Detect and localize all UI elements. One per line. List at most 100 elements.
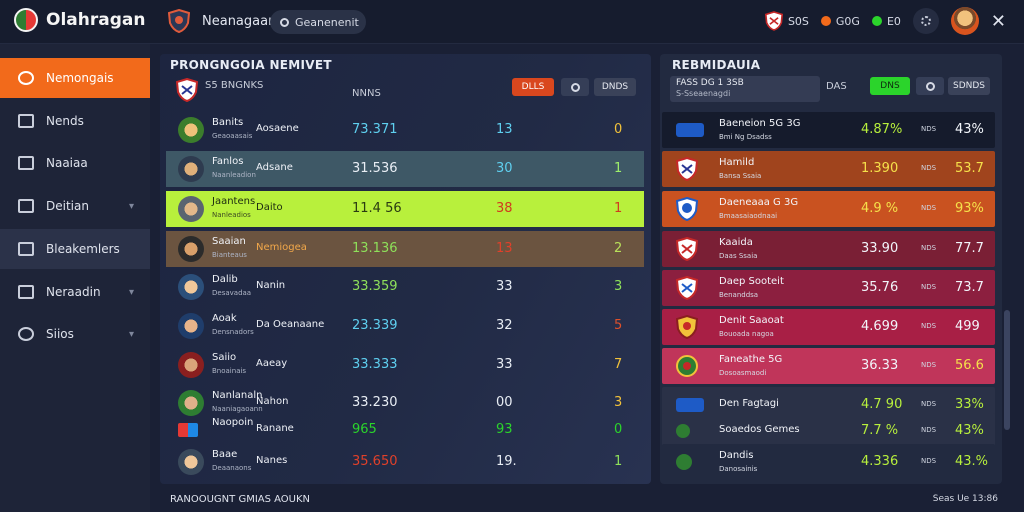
player-sub: Naaniagaoann	[212, 405, 263, 413]
filter-line-1: FASS DG 1 3SB	[676, 78, 744, 88]
table-row[interactable]: Saaian Bianteaus Nemiogea 13.136 13 2	[166, 231, 644, 267]
player-games: 93	[496, 422, 513, 437]
result-sub: Dosoasmaodi	[719, 369, 767, 377]
column-label: DAS	[826, 81, 847, 92]
scrollbar[interactable]	[1004, 310, 1010, 430]
chart-icon	[18, 285, 34, 299]
player-name: Saiio	[212, 352, 237, 363]
table-row[interactable]: Soaedos Gemes 7.7 % NDS 43%	[662, 413, 995, 449]
search-button[interactable]	[916, 77, 944, 95]
gear-icon	[920, 16, 931, 26]
avatar[interactable]	[950, 7, 979, 35]
filter-green-button[interactable]: DNS	[870, 77, 910, 95]
table-row[interactable]: Aoak Densnadors Da Oeanaane 23.339 32 5	[166, 308, 644, 344]
player-score: 965	[352, 422, 377, 437]
player-team: Nahon	[256, 396, 289, 407]
sidebar-item-deitian[interactable]: Deitian ▾	[0, 186, 150, 226]
result-percent: 33%	[955, 397, 984, 412]
sidebar-item-nends[interactable]: Nends	[0, 101, 150, 141]
result-name: Faneathe 5G	[719, 354, 783, 365]
table-row[interactable]: Kaaida Daas Ssaia 33.90 NDS 77.7	[662, 231, 995, 267]
result-sub: Daas Ssaia	[719, 252, 758, 260]
result-percent: 53.7	[955, 161, 984, 176]
stat-orange[interactable]: G0G	[820, 14, 860, 28]
team-badge-icon	[676, 454, 692, 470]
table-row[interactable]: Saiio Bnoainais Aaeay 33.333 33 7	[166, 347, 644, 383]
player-score: 33.230	[352, 395, 398, 410]
table-row[interactable]: Baae Deaanaons Nanes 35.650 19. 1	[166, 444, 644, 480]
sidebar: Nemongais Nends Naaiaa Deitian ▾ Bleakem…	[0, 44, 150, 512]
result-percent: 43%	[955, 122, 984, 137]
sidebar-item-label: Nemongais	[46, 71, 114, 85]
close-icon[interactable]: ✕	[990, 10, 1006, 32]
result-name: Hamild	[719, 157, 755, 168]
search-input[interactable]: Geanenenit	[270, 10, 366, 34]
player-score: 73.371	[352, 122, 398, 137]
player-name: Fanlos	[212, 156, 244, 167]
result-value: 35.76	[861, 280, 899, 295]
table-row[interactable]: Fanlos Naanleadion Adsane 31.536 30 1	[166, 151, 644, 187]
filter-box[interactable]: FASS DG 1 3SB S-Sseaenagdi	[670, 76, 820, 102]
footer-label: RANOOUGNT GMIAS AOUKN	[170, 494, 311, 505]
team-flag-icon	[676, 123, 704, 137]
chevron-down-icon: ▾	[128, 328, 134, 340]
brand[interactable]: Olahragan	[14, 8, 145, 32]
top-bar: Olahragan Neanagaan Geanenenit S0S G0G E…	[0, 0, 1024, 44]
coin-icon	[820, 16, 831, 26]
result-mid: NDS	[921, 457, 937, 465]
top-right-tools: S0S G0G E0 ✕	[764, 7, 1006, 35]
player-rank: 7	[614, 357, 623, 372]
player-name: Banits	[212, 117, 244, 128]
filter-red-button[interactable]: DLLS	[512, 78, 554, 96]
table-row[interactable]: Banits Geaoaasais Aosaene 73.371 13 0	[166, 112, 644, 148]
player-avatar	[178, 390, 204, 416]
player-name: Nanlanaln	[212, 390, 263, 401]
table-row[interactable]: Dandis Danosainis 4.336 NDS 43.%	[662, 444, 995, 480]
player-score: 35.650	[352, 454, 398, 469]
team-crest-icon	[676, 355, 698, 377]
table-row[interactable]: Naopoin Ranane 965 93 0	[166, 412, 644, 448]
stat-orange-value: G0G	[835, 14, 860, 28]
sidebar-item-neraadin[interactable]: Neraadin ▾	[0, 272, 150, 312]
sidebar-item-nemongais[interactable]: Nemongais	[0, 58, 150, 98]
sidebar-item-naaiaa[interactable]: Naaiaa	[0, 143, 150, 183]
player-sub: Desavadaa	[212, 289, 252, 297]
settings-button[interactable]	[912, 8, 939, 34]
leaderboard-title: PRONGNGOIA NEMIVET	[170, 58, 332, 72]
result-percent: 43%	[955, 423, 984, 438]
search-button[interactable]	[561, 78, 589, 96]
player-team: Nanin	[256, 280, 286, 291]
player-sub: Geaoaasais	[212, 132, 253, 140]
stat-green[interactable]: E0	[871, 15, 901, 28]
table-row[interactable]: Dalib Desavadaa Nanin 33.359 33 3	[166, 269, 644, 305]
result-name: Kaaida	[719, 237, 753, 248]
player-games: 33	[496, 357, 513, 372]
table-row[interactable]: Denit Saaoat Bouoada nagoa 4.699 NDS 499	[662, 309, 995, 345]
table-row[interactable]: Baeneion 5G 3G Bmi Ng Dsadss 4.87% NDS 4…	[662, 112, 995, 148]
search-icon	[280, 17, 289, 27]
stat-team[interactable]: S0S	[764, 11, 809, 31]
brand-logo-icon	[14, 8, 38, 32]
team-badge-icon	[676, 424, 690, 438]
sidebar-item-label: Deitian	[46, 199, 89, 213]
sidebar-item-siios[interactable]: Siios ▾	[0, 314, 150, 354]
result-name: Baeneion 5G 3G	[719, 118, 801, 129]
stat-team-value: S0S	[787, 14, 809, 28]
table-row[interactable]: Jaantens Nanleadios Daito 11.4 56 38 1	[166, 191, 644, 227]
result-name: Den Fagtagi	[719, 398, 779, 409]
chevron-down-icon: ▾	[128, 286, 134, 298]
player-team: Nemiogea	[256, 242, 307, 253]
table-row[interactable]: Faneathe 5G Dosoasmaodi 36.33 NDS 56.6	[662, 348, 995, 384]
sidebar-item-bleakemlers[interactable]: Bleakemlers	[0, 229, 150, 269]
table-row[interactable]: Hamild Bansa Ssaia 1.390 NDS 53.7	[662, 151, 995, 187]
team-crest-icon	[676, 276, 698, 300]
player-sub: Nanleadios	[212, 211, 251, 219]
table-row[interactable]: Nanlanaln Naaniagaoann Nahon 33.230 00 3	[166, 385, 644, 421]
player-name: Baae	[212, 449, 238, 460]
player-rank: 1	[614, 161, 623, 176]
table-row[interactable]: Daep Sooteit Benanddsa 35.76 NDS 73.7	[662, 270, 995, 306]
table-row[interactable]: Daeneaaa G 3G Bmaasaiaodnaai 4.9 % NDS 9…	[662, 191, 995, 227]
sort-button[interactable]: SDNDS	[948, 77, 990, 95]
sort-button[interactable]: DNDS	[594, 78, 636, 96]
player-rank: 2	[614, 241, 623, 256]
